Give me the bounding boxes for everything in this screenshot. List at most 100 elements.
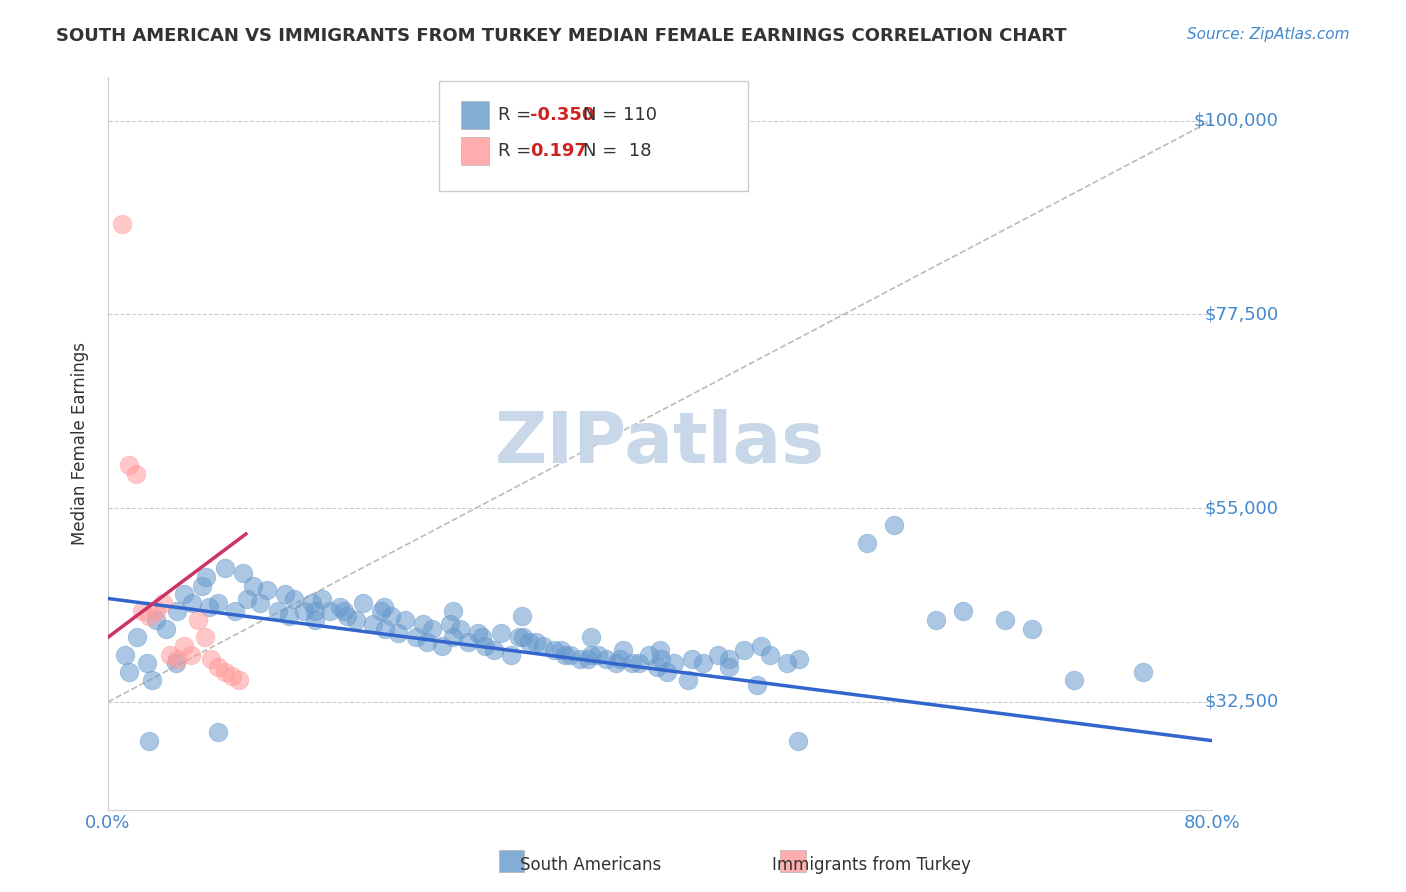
Text: $77,500: $77,500: [1205, 305, 1278, 323]
Point: [232, 566, 254, 580]
Point: [543, 643, 565, 657]
Text: 0.197: 0.197: [530, 143, 586, 161]
Point: [717, 652, 740, 666]
Point: [214, 665, 236, 679]
Point: [612, 643, 634, 657]
Point: [311, 591, 333, 606]
Point: [471, 630, 494, 644]
Point: [510, 608, 533, 623]
Point: [221, 669, 243, 683]
Point: [214, 561, 236, 575]
Point: [207, 725, 229, 739]
Point: [776, 656, 799, 670]
Point: [333, 604, 356, 618]
Point: [152, 596, 174, 610]
Point: [655, 665, 678, 679]
Text: Source: ZipAtlas.com: Source: ZipAtlas.com: [1187, 27, 1350, 42]
Point: [114, 648, 136, 662]
Point: [531, 639, 554, 653]
Point: [159, 648, 181, 662]
Point: [692, 656, 714, 670]
Point: [517, 634, 540, 648]
Text: $55,000: $55,000: [1205, 500, 1278, 517]
Point: [439, 617, 461, 632]
Point: [135, 656, 157, 670]
Point: [361, 617, 384, 632]
Point: [145, 613, 167, 627]
Text: -0.350: -0.350: [530, 106, 595, 124]
Point: [609, 652, 631, 666]
Point: [380, 608, 402, 623]
Point: [441, 630, 464, 644]
Point: [605, 656, 627, 670]
Point: [138, 733, 160, 747]
Point: [236, 591, 259, 606]
Point: [430, 639, 453, 653]
Point: [717, 660, 740, 674]
Text: R =: R =: [498, 106, 537, 124]
Point: [138, 608, 160, 623]
Point: [131, 604, 153, 618]
Point: [374, 622, 396, 636]
Point: [586, 648, 609, 662]
Point: [194, 630, 217, 644]
Point: [883, 518, 905, 533]
Point: [141, 673, 163, 688]
Text: South Americans: South Americans: [520, 856, 661, 874]
Point: [173, 639, 195, 653]
FancyBboxPatch shape: [461, 137, 489, 165]
Point: [1021, 622, 1043, 636]
Point: [707, 648, 730, 662]
Point: [181, 596, 204, 610]
Point: [499, 648, 522, 662]
Point: [145, 604, 167, 618]
Point: [638, 648, 661, 662]
Point: [676, 673, 699, 688]
Point: [786, 733, 808, 747]
Point: [370, 604, 392, 618]
Text: Immigrants from Turkey: Immigrants from Turkey: [772, 856, 972, 874]
Point: [554, 648, 576, 662]
Point: [484, 643, 506, 657]
Point: [319, 604, 342, 618]
Point: [267, 604, 290, 618]
Text: R =: R =: [498, 143, 537, 161]
Text: ZIPatlas: ZIPatlas: [495, 409, 825, 478]
Point: [166, 604, 188, 618]
Point: [249, 596, 271, 610]
Point: [512, 630, 534, 644]
Point: [645, 660, 668, 674]
Point: [242, 579, 264, 593]
Point: [560, 648, 582, 662]
Point: [277, 608, 299, 623]
Point: [681, 652, 703, 666]
Point: [329, 600, 352, 615]
Point: [524, 634, 547, 648]
Point: [224, 604, 246, 618]
Text: N = 110: N = 110: [582, 106, 657, 124]
Point: [118, 665, 141, 679]
Point: [568, 652, 591, 666]
Point: [180, 648, 202, 662]
Point: [416, 634, 439, 648]
Point: [405, 630, 427, 644]
Point: [207, 596, 229, 610]
Point: [173, 587, 195, 601]
Point: [118, 458, 141, 472]
Point: [745, 678, 768, 692]
Point: [165, 656, 187, 670]
Point: [228, 673, 250, 688]
Point: [304, 613, 326, 627]
Point: [301, 596, 323, 610]
Point: [449, 622, 471, 636]
Point: [733, 643, 755, 657]
Point: [155, 622, 177, 636]
Point: [925, 613, 948, 627]
FancyBboxPatch shape: [439, 81, 748, 191]
Point: [856, 535, 879, 549]
Point: [256, 582, 278, 597]
Point: [336, 608, 359, 623]
Point: [508, 630, 530, 644]
Point: [662, 656, 685, 670]
Point: [621, 656, 644, 670]
